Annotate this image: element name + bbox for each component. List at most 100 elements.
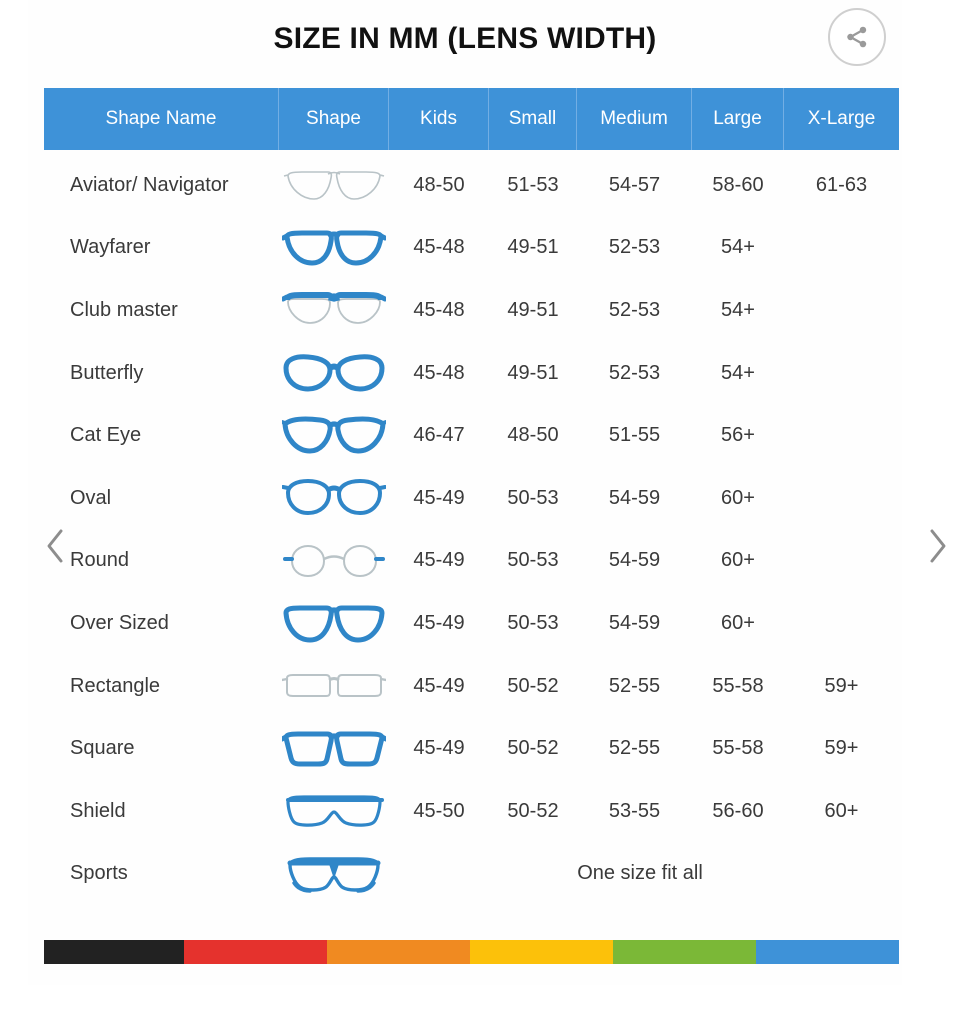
color-segment-black: [44, 940, 184, 964]
size-cell-small: 50-52: [507, 799, 559, 822]
size-cell-large: 56-60: [712, 799, 764, 822]
color-segment-yellow: [470, 940, 613, 964]
table-row: Butterfly 45-48 49-51 52-53 54+: [44, 342, 899, 405]
size-cell-medium: 52-55: [608, 737, 661, 760]
color-segment-red: [184, 940, 327, 964]
butterfly-glasses-icon: [282, 352, 386, 394]
size-cell-medium: 52-53: [608, 361, 661, 384]
size-cell-medium: 51-55: [608, 424, 661, 447]
share-icon: [844, 24, 870, 50]
size-cell-small: 51-53: [507, 173, 559, 196]
shape-icon-cell: [279, 352, 389, 394]
prev-arrow-button[interactable]: [32, 520, 78, 572]
shape-icon-cell: [279, 415, 389, 457]
shape-name-cell: Sports: [70, 862, 128, 885]
shape-name-cell: Shield: [70, 799, 126, 822]
size-cell-large: 56+: [721, 424, 755, 447]
column-header-xlarge[interactable]: X-Large: [807, 108, 876, 129]
table-row: Over Sized 45-49 50-53 54-59 60+: [44, 592, 899, 655]
size-cell-kids: 45-50: [413, 799, 465, 822]
size-cell-large: 60+: [721, 549, 755, 572]
size-cell-medium: 54-59: [608, 486, 661, 509]
shape-icon-cell: [279, 853, 389, 895]
wayfarer-glasses-icon: [282, 227, 386, 269]
size-cell-large: 54+: [721, 236, 755, 259]
size-cell-medium: 54-59: [608, 549, 661, 572]
shape-icon-cell: [279, 289, 389, 331]
size-cell-xlarge: 60+: [824, 799, 859, 822]
size-cell-large: 58-60: [712, 173, 764, 196]
shape-icon-cell: [279, 164, 389, 206]
color-bar: [44, 940, 899, 964]
column-header-small[interactable]: Small: [489, 88, 577, 150]
shape-name-cell: Oval: [70, 486, 112, 509]
shield-glasses-icon: [282, 790, 386, 832]
size-cell-small: 50-53: [507, 611, 559, 634]
table-row: Wayfarer 45-48 49-51 52-53 54+: [44, 217, 899, 280]
table-row: Round 45-49 50-53 54-59 60+: [44, 530, 899, 593]
shape-icon-cell: [279, 602, 389, 644]
shape-icon-cell: [279, 227, 389, 269]
table-row: Oval 45-49 50-53 54-59 60+: [44, 467, 899, 530]
column-header-shape[interactable]: Shape: [279, 88, 389, 150]
table-row: Sports One size fit all: [44, 843, 899, 906]
oval-glasses-icon: [282, 477, 386, 519]
size-cell-kids: 45-49: [413, 674, 465, 697]
column-header-medium[interactable]: Medium: [577, 88, 692, 150]
size-cell-medium: 52-55: [608, 674, 661, 697]
color-segment-orange: [327, 940, 470, 964]
next-arrow-button[interactable]: [914, 520, 957, 572]
shape-icon-cell: [279, 728, 389, 770]
chevron-left-icon: [42, 526, 68, 566]
table-row: Club master 45-48 49-51 52-53 54+: [44, 279, 899, 342]
size-cell-small: 48-50: [507, 424, 559, 447]
size-cell-small: 50-53: [507, 549, 559, 572]
size-cell-xlarge: 61-63: [815, 173, 868, 196]
color-segment-blue: [756, 940, 899, 964]
table-row: Cat Eye 46-47 48-50 51-55 56+: [44, 404, 899, 467]
aviator-glasses-icon: [282, 164, 386, 206]
column-header-large[interactable]: Large: [692, 88, 784, 150]
size-cell-large: 60+: [721, 486, 755, 509]
column-header-kids[interactable]: Kids: [389, 88, 489, 150]
size-cell-medium: 52-53: [608, 236, 661, 259]
size-cell-kids: 45-48: [413, 236, 465, 259]
size-cell-small: 49-51: [507, 298, 559, 321]
table-row: Square 45-49 50-52 52-55 55-58 59+: [44, 717, 899, 780]
share-button[interactable]: [828, 8, 886, 66]
size-cell-large: 55-58: [712, 674, 764, 697]
size-chart-card: SIZE IN MM (LENS WIDTH): [28, 0, 946, 985]
shape-name-cell: Over Sized: [70, 611, 169, 634]
one-size-note: One size fit all: [577, 862, 703, 885]
table-row: Rectangle 45-49 50-52 52-55 55-58 59+: [44, 655, 899, 718]
square-glasses-icon: [282, 728, 386, 770]
shape-name-cell: Club master: [70, 298, 178, 321]
cateye-glasses-icon: [282, 415, 386, 457]
size-cell-small: 49-51: [507, 236, 559, 259]
shape-icon-cell: [279, 665, 389, 707]
size-cell-xlarge: 59+: [824, 674, 859, 697]
size-cell-medium: 54-57: [608, 173, 661, 196]
clubmaster-glasses-icon: [282, 289, 386, 331]
page-title: SIZE IN MM (LENS WIDTH): [273, 22, 657, 55]
size-chart-table: Shape Name Shape Kids Small Medium Large X-Lar…: [44, 88, 899, 905]
size-cell-small: 50-52: [507, 737, 559, 760]
shape-name-cell: Round: [70, 549, 129, 572]
shape-name-cell: Square: [70, 737, 135, 760]
table-body: Aviator/ Navigator 48-50 51-53 54-57 58-60 61…: [44, 150, 899, 905]
size-cell-medium: 53-55: [608, 799, 661, 822]
size-cell-large: 54+: [721, 361, 755, 384]
size-cell-kids: 48-50: [413, 173, 465, 196]
shape-name-cell: Rectangle: [70, 674, 161, 697]
size-cell-kids: 45-49: [413, 611, 465, 634]
size-cell-large: 55-58: [712, 737, 764, 760]
round-glasses-icon: [282, 540, 386, 582]
shape-icon-cell: [279, 790, 389, 832]
size-cell-kids: 45-49: [413, 486, 465, 509]
column-header-name[interactable]: Shape Name: [44, 88, 279, 150]
shape-name-cell: Aviator/ Navigator: [70, 173, 229, 196]
table-row: Shield 45-50 50-52 53-55 56-60 60+: [44, 780, 899, 843]
shape-name-cell: Wayfarer: [70, 236, 151, 259]
shape-name-cell: Butterfly: [70, 361, 144, 384]
